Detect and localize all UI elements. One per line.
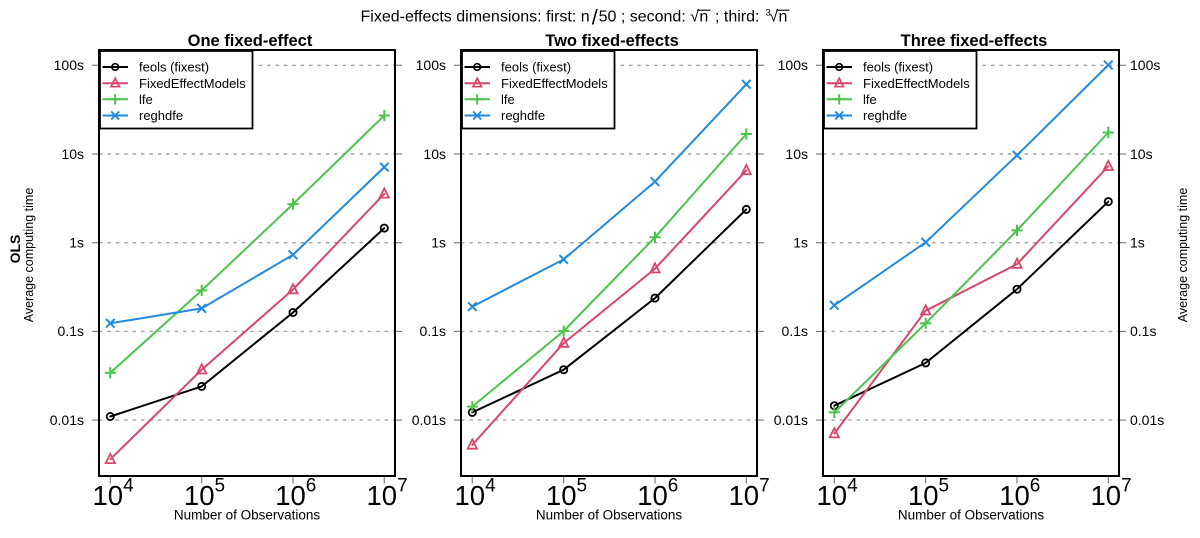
svg-text:FixedEffectModels: FixedEffectModels <box>863 76 970 91</box>
svg-text:105: 105 <box>908 476 949 512</box>
svg-text:100s: 100s <box>54 57 84 73</box>
svg-text:10s: 10s <box>61 146 84 162</box>
svg-text:; third:: ; third: <box>715 9 759 26</box>
svg-text:Two fixed-effects: Two fixed-effects <box>545 32 679 50</box>
svg-text:1s: 1s <box>69 235 84 251</box>
svg-text:10s: 10s <box>423 146 446 162</box>
svg-text:√: √ <box>769 9 778 26</box>
svg-text:/: / <box>592 6 598 30</box>
svg-text:1s: 1s <box>1130 235 1145 251</box>
svg-text:1s: 1s <box>431 235 446 251</box>
svg-text:10s: 10s <box>1130 146 1153 162</box>
svg-text:106: 106 <box>637 476 678 512</box>
svg-text:reghdfe: reghdfe <box>501 108 545 123</box>
svg-text:0.1s: 0.1s <box>420 323 446 339</box>
svg-text:feols (fixest): feols (fixest) <box>863 60 933 75</box>
svg-text:10s: 10s <box>785 146 808 162</box>
svg-text:lfe: lfe <box>139 92 153 107</box>
svg-text:FixedEffectModels: FixedEffectModels <box>139 76 246 91</box>
svg-text:One fixed-effect: One fixed-effect <box>188 32 313 50</box>
svg-text:100s: 100s <box>416 57 446 73</box>
svg-text:OLS: OLS <box>7 235 23 264</box>
svg-text:100s: 100s <box>1130 57 1160 73</box>
svg-text:0.01s: 0.01s <box>1130 412 1164 428</box>
svg-text:0.1s: 0.1s <box>58 323 84 339</box>
svg-text:lfe: lfe <box>501 92 515 107</box>
svg-text:feols (fixest): feols (fixest) <box>501 60 571 75</box>
svg-text:lfe: lfe <box>863 92 877 107</box>
svg-text:0.1s: 0.1s <box>782 323 808 339</box>
svg-text:0.01s: 0.01s <box>774 412 808 428</box>
svg-text:√: √ <box>690 9 699 26</box>
svg-text:Average computing time: Average computing time <box>22 188 36 323</box>
svg-text:3: 3 <box>766 8 771 19</box>
svg-text:Number of Observations: Number of Observations <box>536 508 683 523</box>
svg-text:0.01s: 0.01s <box>50 412 84 428</box>
svg-text:50 ; second:: 50 ; second: <box>599 9 686 26</box>
svg-text:Three fixed-effects: Three fixed-effects <box>901 32 1048 50</box>
svg-text:reghdfe: reghdfe <box>139 108 183 123</box>
svg-text:FixedEffectModels: FixedEffectModels <box>501 76 608 91</box>
svg-text:Fixed-effects dimensions: firs: Fixed-effects dimensions: first: n <box>361 9 590 26</box>
svg-text:n: n <box>779 9 788 26</box>
svg-text:1s: 1s <box>793 235 808 251</box>
svg-text:feols (fixest): feols (fixest) <box>139 60 209 75</box>
svg-text:reghdfe: reghdfe <box>863 108 907 123</box>
svg-text:Number of Observations: Number of Observations <box>898 508 1045 523</box>
svg-text:100s: 100s <box>778 57 808 73</box>
svg-text:Number of Observations: Number of Observations <box>174 508 321 523</box>
svg-text:0.01s: 0.01s <box>412 412 446 428</box>
svg-text:0.1s: 0.1s <box>1130 323 1156 339</box>
svg-text:Average computing time: Average computing time <box>1176 188 1190 323</box>
svg-text:n: n <box>699 9 708 26</box>
